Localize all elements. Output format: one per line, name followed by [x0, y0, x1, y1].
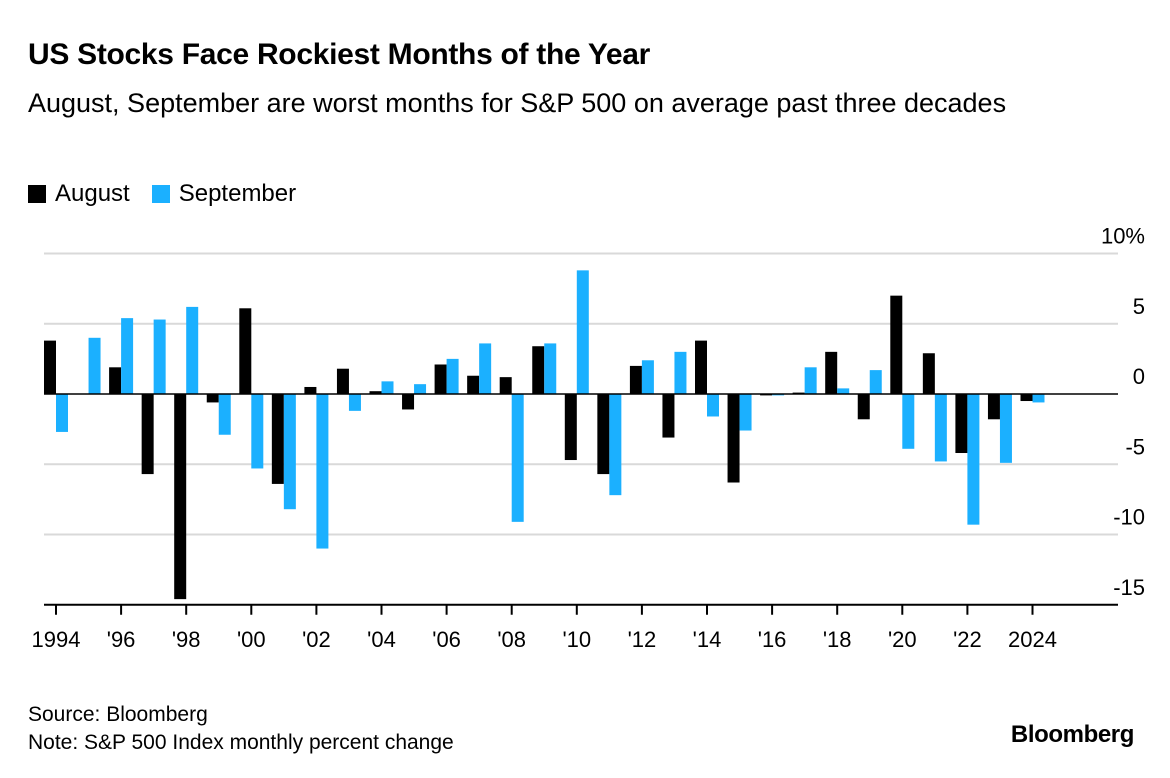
index-note: Note: S&P 500 Index monthly percent chan… [28, 731, 454, 754]
bar-august-2014 [695, 340, 707, 394]
bar-september-2020 [902, 394, 915, 449]
source-note: Source: Bloomberg [28, 703, 208, 726]
bar-august-1998 [174, 394, 187, 600]
y-tick-label: 0 [1133, 364, 1145, 389]
bar-september-2003 [348, 394, 361, 411]
bar-august-2024 [1020, 394, 1033, 402]
y-axis-labels: 10% 5 0 -5 -10 -15 [1101, 224, 1145, 600]
bar-august-2022 [955, 394, 968, 454]
bar-august-1996 [109, 367, 122, 394]
bar-september-2004 [381, 381, 394, 394]
x-tick-label: '22 [953, 627, 982, 652]
bar-september-1994 [56, 394, 68, 432]
legend-label-september: September [178, 180, 297, 207]
bar-september-2013 [674, 351, 687, 394]
bar-september-1995 [88, 337, 101, 394]
bar-august-2013 [662, 394, 675, 438]
bar-august-2010 [564, 394, 577, 461]
footer: Source: Bloomberg Note: S&P 500 Index mo… [28, 701, 454, 757]
bar-august-1997 [141, 394, 154, 475]
bar-september-2007 [479, 343, 492, 394]
bar-september-2009 [544, 343, 557, 394]
bar-september-2017 [804, 367, 817, 394]
x-tick-label: '12 [628, 627, 657, 652]
bar-september-2019 [869, 370, 882, 394]
bars [44, 270, 1045, 600]
legend-item-september: September [151, 180, 297, 208]
y-tick-label: -10 [1113, 505, 1145, 530]
bar-august-2003 [336, 368, 349, 394]
x-tick-label: '00 [237, 627, 266, 652]
x-tick-label: '08 [497, 627, 526, 652]
bar-september-2000 [251, 394, 264, 469]
bar-september-1998 [186, 306, 199, 394]
y-tick-label: 10% [1101, 224, 1145, 249]
bar-august-2018 [825, 351, 838, 394]
bar-chart: 10% 5 0 -5 -10 -15 1994 '96 '98 '00 '02 '04 '06 '08 '… [32, 224, 1145, 653]
x-tick-label: '98 [172, 627, 201, 652]
legend: August September [28, 180, 318, 208]
bar-august-2020 [890, 295, 903, 394]
bar-september-2022 [967, 394, 980, 525]
bar-august-2004 [369, 391, 382, 394]
bar-september-2018 [837, 388, 850, 394]
bar-august-2019 [857, 394, 870, 420]
bar-august-2006 [434, 364, 447, 394]
bar-september-2001 [283, 394, 296, 510]
legend-swatch-august [28, 185, 46, 203]
bloomberg-logo: Bloomberg [1010, 721, 1134, 748]
bar-august-2023 [987, 394, 1000, 420]
bar-september-2015 [739, 394, 752, 431]
bar-august-2009 [532, 346, 545, 394]
chart-subtitle: August, September are worst months for S… [28, 88, 1007, 118]
bar-august-2005 [402, 394, 415, 410]
legend-label-august: August [55, 180, 130, 207]
chart-title: US Stocks Face Rockiest Months of the Ye… [28, 38, 651, 71]
x-axis-labels: 1994 '96 '98 '00 '02 '04 '06 '08 '10 '12 '14 '16 '18… [32, 627, 1057, 652]
bar-august-2011 [597, 394, 610, 475]
x-tick-label: '10 [562, 627, 591, 652]
bar-august-2007 [467, 375, 480, 394]
x-tick-label: '18 [823, 627, 852, 652]
bar-september-1999 [218, 394, 231, 435]
bar-august-1994 [44, 340, 56, 394]
y-tick-label: 5 [1133, 294, 1145, 319]
x-tick-label: 1994 [32, 627, 81, 652]
bar-august-2000 [239, 308, 252, 394]
bar-september-2014 [707, 394, 719, 417]
legend-swatch-september [151, 185, 170, 203]
bar-september-2002 [316, 394, 329, 549]
bar-september-2011 [609, 394, 622, 496]
y-tick-label: -15 [1113, 575, 1145, 600]
x-tick-label: '06 [432, 627, 461, 652]
bar-september-2023 [999, 394, 1012, 463]
bar-august-2008 [499, 377, 512, 394]
bar-august-2002 [304, 386, 317, 394]
axes [44, 393, 1118, 615]
x-tick-label: 2024 [1008, 627, 1057, 652]
bar-september-2008 [511, 394, 524, 522]
bar-september-2006 [446, 358, 459, 394]
x-tick-label: '96 [107, 627, 136, 652]
x-tick-label: '02 [302, 627, 331, 652]
bar-august-2012 [629, 365, 642, 394]
bar-august-2021 [922, 353, 935, 394]
bar-september-1997 [153, 319, 166, 394]
bar-september-2012 [641, 360, 654, 394]
bar-september-2005 [414, 384, 427, 394]
bar-september-2010 [576, 270, 589, 394]
x-tick-label: '14 [693, 627, 722, 652]
x-tick-label: '16 [758, 627, 787, 652]
bar-september-2024 [1032, 394, 1045, 403]
bar-september-1996 [121, 318, 134, 394]
x-tick-label: '20 [888, 627, 917, 652]
bar-september-2021 [934, 394, 947, 462]
bar-august-2001 [271, 394, 284, 484]
legend-item-august: August [28, 180, 130, 208]
x-tick-label: '04 [367, 627, 396, 652]
bar-august-1999 [206, 394, 219, 403]
bar-august-2015 [727, 394, 740, 483]
y-tick-label: -5 [1125, 434, 1145, 459]
